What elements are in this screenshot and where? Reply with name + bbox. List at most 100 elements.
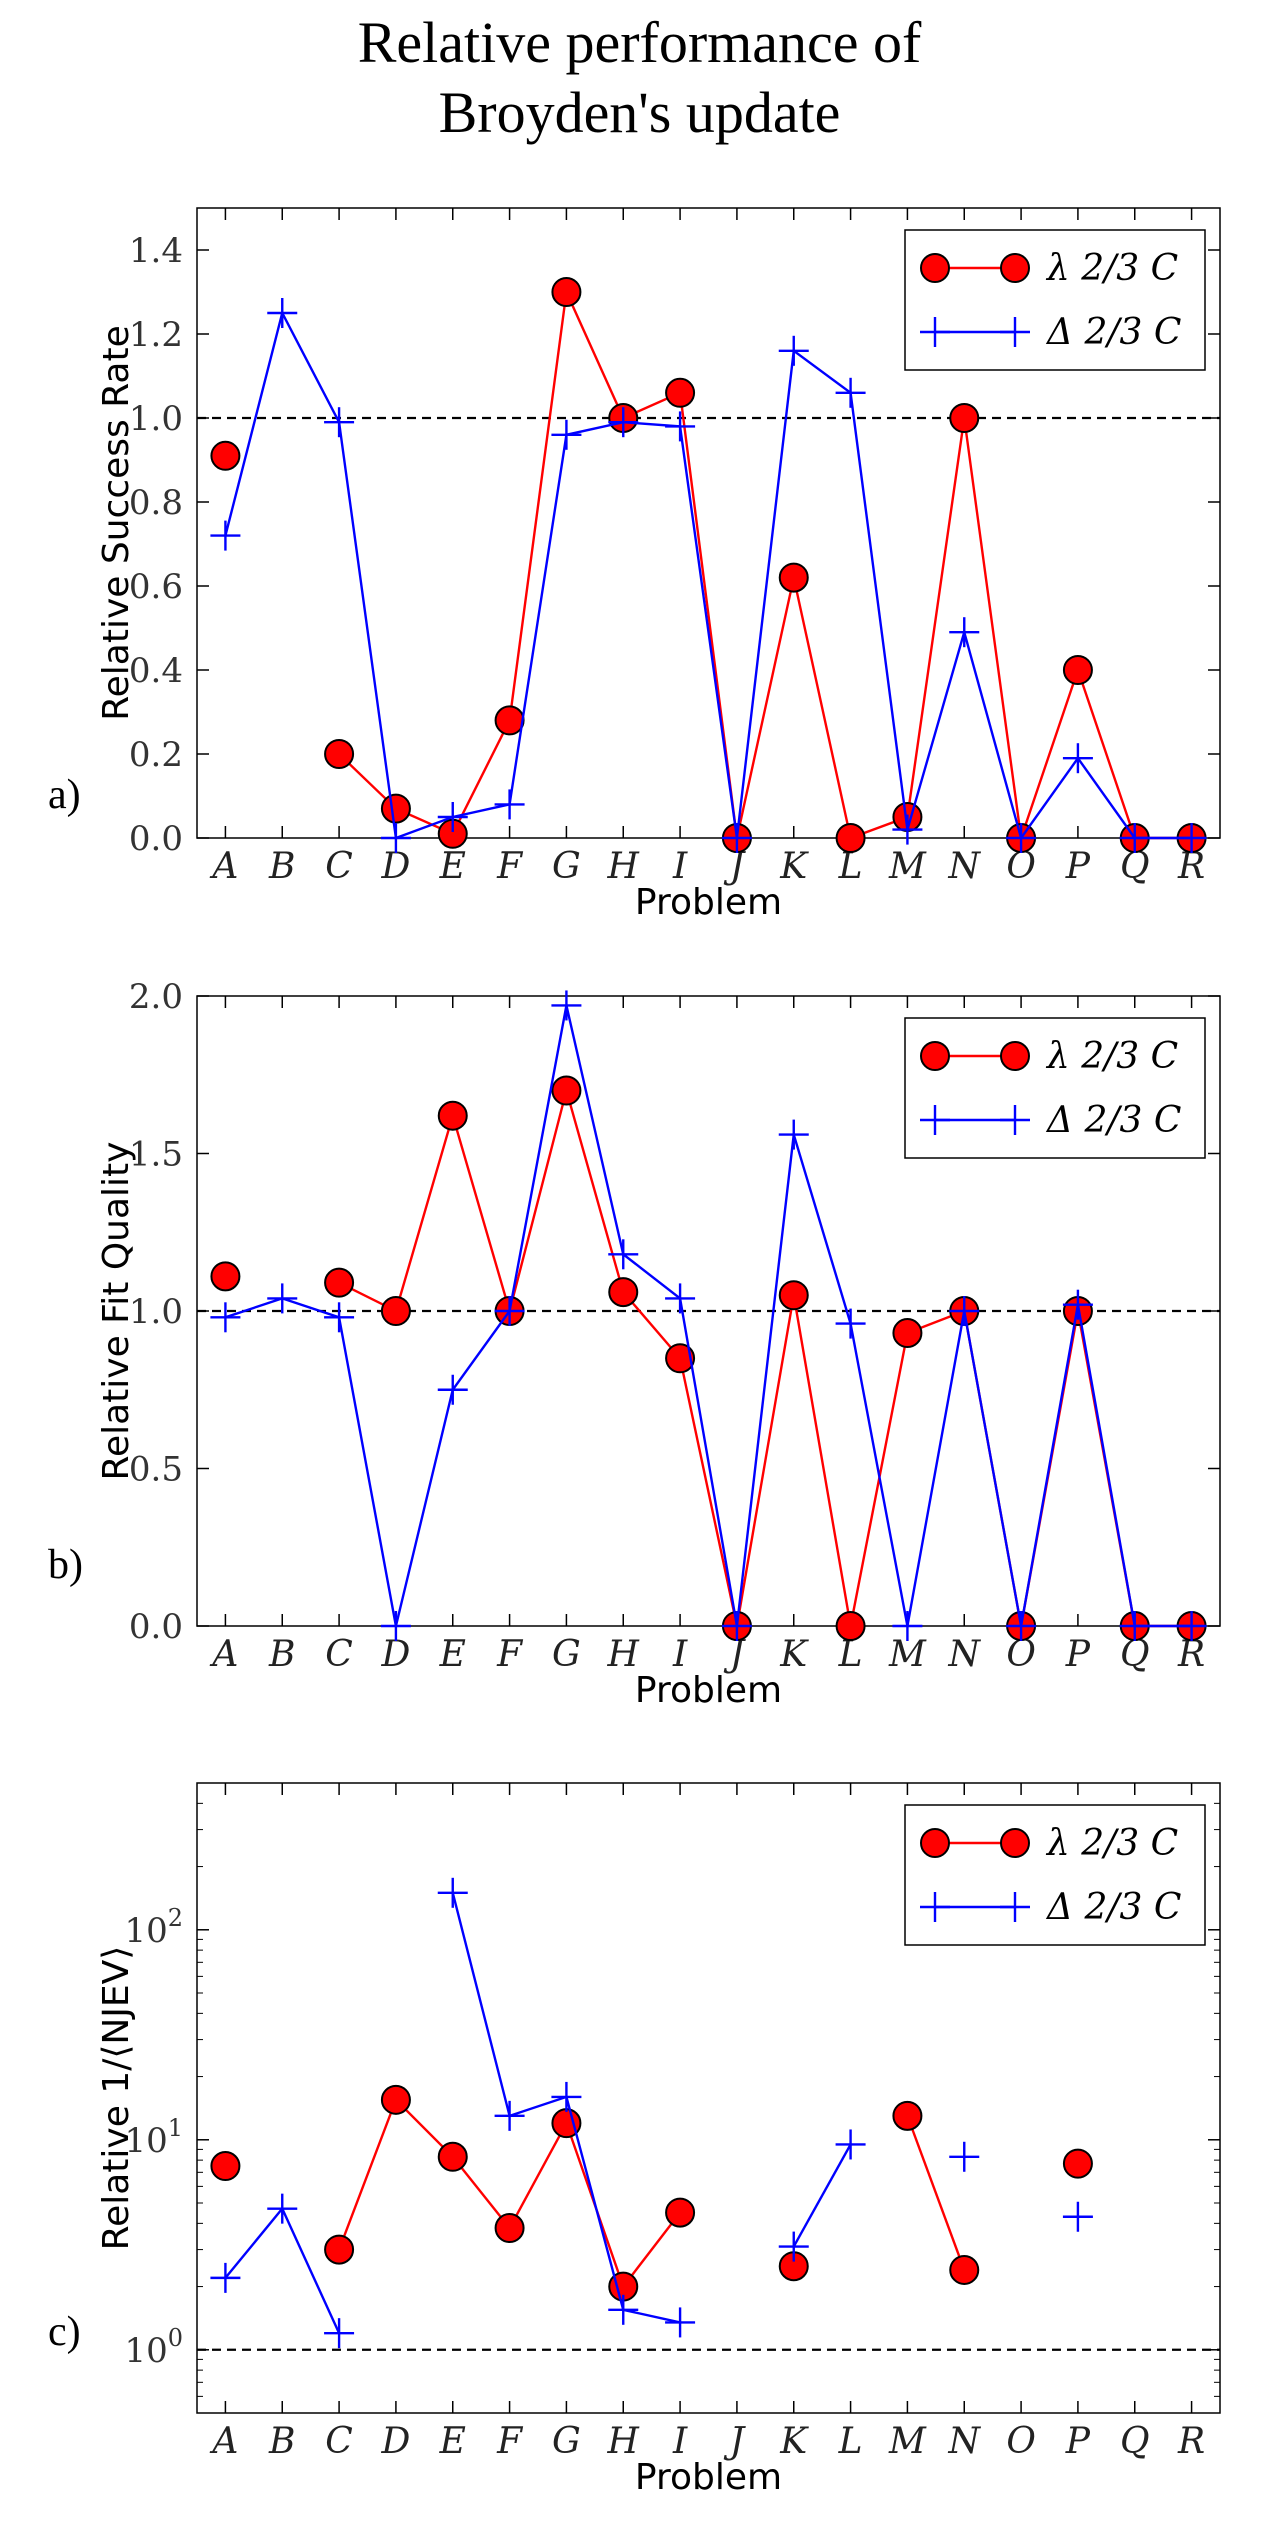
x-tick-label: E <box>439 846 466 887</box>
data-point <box>892 1318 923 1349</box>
x-tick-label: P <box>1065 846 1091 887</box>
series-line <box>225 1005 1192 1628</box>
x-tick-label: L <box>838 2421 863 2462</box>
x-tick-label: I <box>672 1634 688 1675</box>
data-point <box>835 823 866 853</box>
data-point <box>892 814 923 845</box>
data-point <box>437 2141 468 2172</box>
x-tick-label: K <box>779 2421 809 2462</box>
plot-frame <box>196 207 1221 839</box>
data-point <box>324 2318 355 2349</box>
y-tick-label: 0.0 <box>129 1607 183 1647</box>
y-axis-title: Relative Success Rate <box>96 325 137 721</box>
data-point <box>608 407 639 438</box>
data-point <box>835 1611 866 1641</box>
legend-box <box>904 1017 1206 1159</box>
data-point <box>721 1611 752 1641</box>
data-point <box>494 1296 525 1326</box>
data-point <box>494 2213 525 2244</box>
x-tick-label: I <box>672 846 688 887</box>
y-tick-base: 10 <box>124 2331 167 2371</box>
data-point <box>267 298 298 328</box>
series-line <box>224 2206 341 2334</box>
data-point <box>1062 743 1093 774</box>
series-line <box>338 1085 1192 1628</box>
data-point <box>892 1611 923 1641</box>
data-point <box>437 1877 468 1908</box>
y-tick-label: 2.0 <box>129 977 183 1017</box>
legend: λ 2/3 C Δ 2/3 C <box>904 1804 1206 1946</box>
data-point <box>949 1296 980 1326</box>
y-tick-label: 0.6 <box>129 567 183 607</box>
series-line <box>224 309 1192 841</box>
data-point <box>494 2100 525 2131</box>
data-point <box>1062 2148 1093 2179</box>
x-tick-label: P <box>1065 1634 1091 1675</box>
plot-frame <box>196 1782 1221 2414</box>
x-tick-label: B <box>268 1634 295 1675</box>
legend-marker <box>1000 1041 1030 1071</box>
panel-label: b) <box>48 1542 83 1588</box>
x-tick-label: G <box>552 846 581 887</box>
data-point <box>665 2307 696 2338</box>
series-line <box>792 2143 852 2248</box>
x-tick-label: C <box>325 1634 353 1675</box>
y-tick-label: 1.5 <box>129 1135 183 1175</box>
legend-label: λ 2/3 C <box>1045 1823 1178 1864</box>
legend-label: Δ 2/3 C <box>1045 1100 1181 1141</box>
x-tick-label: D <box>380 2421 410 2462</box>
data-point <box>835 377 866 408</box>
y-tick-label: 0.8 <box>129 483 183 523</box>
series-delta <box>210 1877 1093 2349</box>
x-axis-title: Problem <box>635 2457 782 2498</box>
data-point <box>210 2151 241 2182</box>
data-point <box>665 1343 696 1374</box>
y-tick-label: 0.2 <box>129 735 183 775</box>
x-tick-label: H <box>607 2421 640 2462</box>
data-point <box>1062 655 1093 685</box>
data-point <box>1119 1611 1150 1641</box>
legend-label: λ 2/3 C <box>1045 248 1178 289</box>
title-line-1: Relative performance of <box>357 10 922 75</box>
x-tick-label: A <box>209 1634 238 1675</box>
data-point <box>1062 2201 1093 2232</box>
y-tick-label: 1.4 <box>129 231 183 271</box>
series-lambda <box>210 1075 1207 1641</box>
data-point <box>778 335 809 366</box>
legend-label: Δ 2/3 C <box>1045 1887 1181 1928</box>
x-tick-label: O <box>1006 2421 1036 2462</box>
data-point <box>1176 823 1207 853</box>
x-tick-label: N <box>948 1634 982 1675</box>
data-point <box>494 789 525 820</box>
series-delta <box>210 298 1207 853</box>
data-point <box>551 1075 582 1106</box>
data-point <box>210 1302 241 1333</box>
legend-box <box>904 1804 1206 1946</box>
data-point <box>665 377 696 408</box>
x-tick-label: F <box>496 1634 524 1675</box>
data-point <box>949 403 980 433</box>
data-point <box>949 2141 980 2172</box>
data-point <box>949 617 980 648</box>
legend-marker <box>1000 253 1030 283</box>
data-point <box>608 1277 639 1308</box>
x-tick-label: K <box>779 1634 809 1675</box>
data-point <box>778 1280 809 1311</box>
y-tick-base: 10 <box>124 2121 167 2161</box>
legend-label: Δ 2/3 C <box>1045 312 1181 353</box>
legend-marker <box>920 253 950 283</box>
data-point <box>551 419 582 450</box>
x-axis-title: Problem <box>635 1670 782 1711</box>
data-point <box>721 823 752 853</box>
data-point <box>210 520 241 551</box>
series-line <box>906 2115 966 2271</box>
data-point <box>665 2197 696 2228</box>
y-tick-exponent: 1 <box>168 2114 183 2142</box>
x-tick-label: K <box>779 846 809 887</box>
x-tick-label: G <box>552 1634 581 1675</box>
data-point <box>608 1239 639 1270</box>
x-tick-label: A <box>209 846 238 887</box>
x-tick-label: H <box>607 846 640 887</box>
